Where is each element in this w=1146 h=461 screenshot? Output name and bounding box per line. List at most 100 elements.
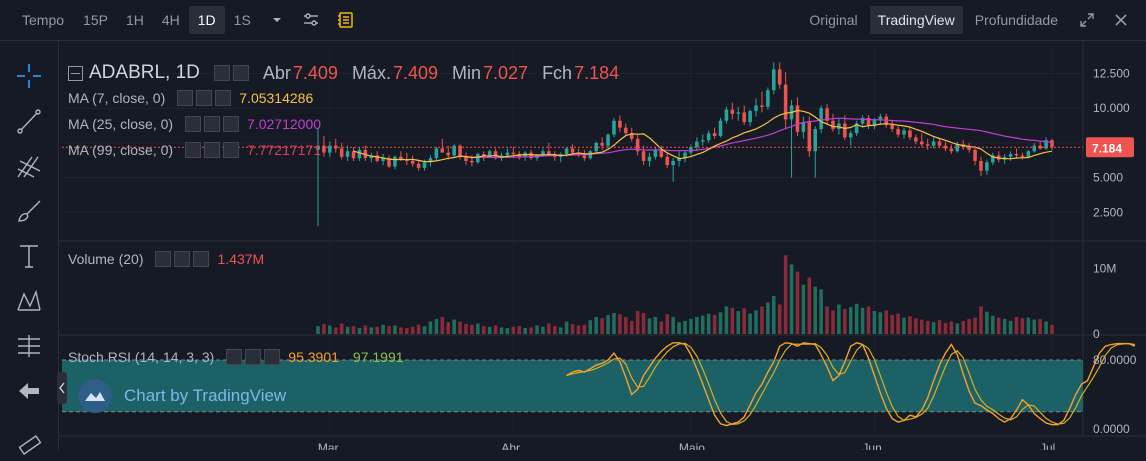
view-tradingview-button[interactable]: TradingView [869,6,963,34]
view-depth-button[interactable]: Profundidade [974,12,1058,28]
volume-bar [635,311,640,334]
pattern-icon[interactable] [11,284,47,318]
stoch-label: Stoch RSI (14, 14, 3, 3) [68,349,215,365]
volume-bar [783,255,788,334]
eye-icon[interactable] [226,349,243,365]
candle-body [440,148,445,153]
candle-body [665,156,670,166]
volume-bar [1038,318,1042,334]
volume-bar [854,303,859,334]
volume-bar [570,324,575,334]
volume-bar [872,311,877,334]
volume-bar [381,324,385,334]
trend-line-icon[interactable] [11,104,47,138]
candle-body [991,155,995,163]
tradingview-branding[interactable]: Chart by TradingView [78,377,308,415]
crosshair-icon[interactable] [11,59,47,93]
candle-body [357,149,362,159]
candle-body [943,145,948,149]
candle-body [671,160,675,166]
measure-icon[interactable] [11,329,47,363]
candle-body [547,151,551,156]
indicator-settings-icon[interactable] [300,9,322,31]
view-original-button[interactable]: Original [809,12,858,28]
candle-body [706,133,711,141]
ma25-label: MA (25, close, 0) [68,116,174,132]
candle-body [919,141,924,145]
interval-1s[interactable]: 1S [233,12,251,28]
volume-bar [1020,318,1025,334]
volume-bar [925,320,930,334]
gear-icon[interactable] [204,142,221,158]
volume-bar [896,313,900,334]
chevron-down-icon[interactable] [266,9,288,31]
candle-body [860,117,865,124]
time-tick-label: Maio [679,441,705,450]
candle-body [979,160,983,171]
volume-bar [333,327,338,334]
volume-bar [754,310,758,334]
gear-icon[interactable] [204,116,221,132]
interval-1d[interactable]: 1D [188,6,225,34]
close-icon[interactable] [223,116,240,132]
gear-icon[interactable] [245,349,262,365]
volume-bar [837,304,841,334]
close-icon[interactable] [193,251,210,267]
eye-icon[interactable] [185,116,202,132]
candle-body [700,140,705,142]
gear-icon[interactable] [196,90,213,106]
collapse-handle[interactable] [57,372,67,404]
volume-bar [961,320,965,334]
symbol-title: ADABRL, 1D [89,62,200,83]
volume-bar [908,316,912,334]
close-icon[interactable] [264,349,281,365]
close-icon[interactable] [215,90,232,106]
gear-icon[interactable] [232,65,249,81]
tradingview-logo-icon [78,379,112,413]
volume-bar [742,308,746,334]
volume-bar [943,322,948,334]
volume-bar [351,326,356,334]
interval-label: Tempo [22,12,65,28]
brush-icon[interactable] [11,194,47,228]
back-arrow-icon[interactable] [11,374,47,408]
eye-icon[interactable] [185,142,202,158]
interval-15p[interactable]: 15P [83,12,108,28]
candle-body [937,141,942,146]
interval-1h[interactable]: 1H [125,12,144,28]
volume-bar [1050,324,1054,334]
candle-body [434,148,439,159]
volume-bar [884,310,889,334]
candle-body [470,160,474,163]
candle-body [813,129,818,152]
volume-bar [795,271,800,334]
text-icon[interactable] [11,239,47,273]
volume-bar [588,320,593,334]
eye-icon[interactable] [155,251,172,267]
volume-bar [641,313,646,334]
close-icon[interactable] [1110,9,1132,31]
interval-4h[interactable]: 4H [161,12,180,28]
candle-body [564,148,569,155]
volume-bar [399,327,403,334]
eye-icon[interactable] [177,90,194,106]
candle-body [973,149,977,161]
volume-bar [659,321,664,334]
candle-body [381,158,385,161]
legend-collapse-icon[interactable] [68,65,83,81]
ma99-label: MA (99, close, 0) [68,142,174,158]
candle-body [925,144,930,146]
gear-icon[interactable] [174,251,191,267]
close-icon[interactable] [223,142,240,158]
chart-canvas[interactable]: 12.50010.0007.5005.0002.500MarAbrMaioJun… [0,0,1146,450]
candle-body [505,152,510,156]
volume-bar [848,307,853,334]
expand-icon[interactable] [1076,9,1098,31]
eye-icon[interactable] [213,65,230,81]
candle-body [1008,154,1013,157]
candle-body [985,162,989,171]
volume-bar [594,316,598,334]
pitchfork-icon[interactable] [11,149,47,183]
volume-label: Volume (20) [68,251,144,267]
notebook-icon[interactable] [334,9,356,31]
